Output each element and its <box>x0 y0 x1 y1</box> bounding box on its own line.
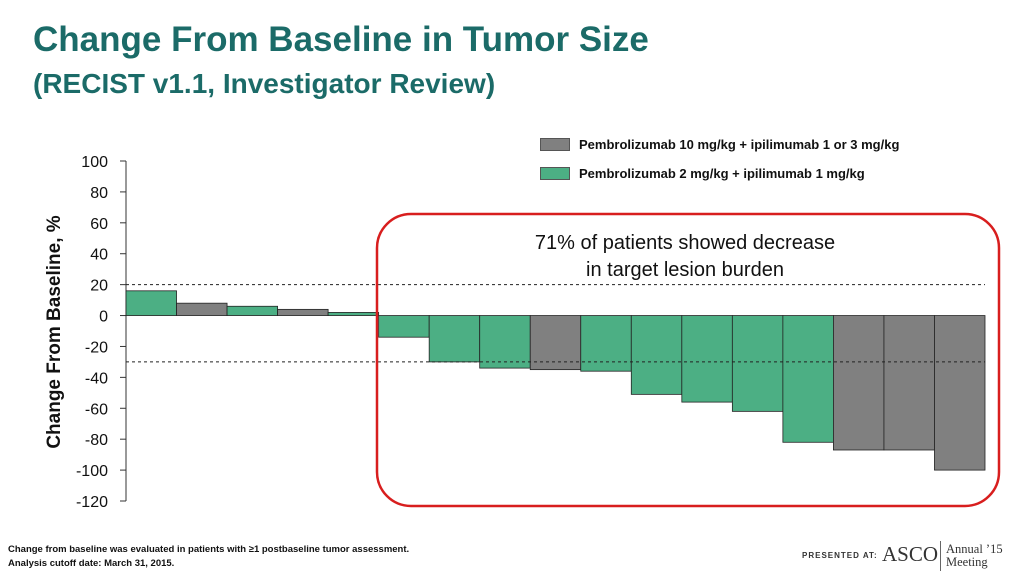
y-tick-label: 0 <box>99 309 108 326</box>
bar <box>934 315 986 471</box>
callout-text: 71% of patients showed decrease in targe… <box>420 230 950 284</box>
bar <box>883 315 935 451</box>
bar <box>630 315 683 395</box>
logo-divider <box>940 541 941 571</box>
legend-label-high-dose: Pembrolizumab 10 mg/kg + ipilimumab 1 or… <box>579 137 900 152</box>
y-tick-label: -120 <box>76 494 108 511</box>
bar <box>833 315 885 451</box>
annual-meeting-label: Annual ’15 Meeting <box>946 542 1003 569</box>
legend-item-low-dose: Pembrolizumab 2 mg/kg + ipilimumab 1 mg/… <box>540 166 865 181</box>
y-tick-label: -20 <box>85 339 108 356</box>
bar <box>277 308 329 316</box>
y-axis: 100 80 60 40 20 0 -20 -40 -60 -80 -100 -120 <box>76 154 127 511</box>
y-tick-label: -40 <box>85 370 108 387</box>
presented-at-label: PRESENTED AT: <box>802 551 878 560</box>
bar <box>226 305 278 316</box>
asco-logo: ASCO <box>882 542 939 566</box>
footnote-line-2: Analysis cutoff date: March 31, 2015. <box>8 558 175 569</box>
y-tick-label: -100 <box>76 463 108 480</box>
bars-group <box>125 290 986 471</box>
y-tick-label: 60 <box>90 216 108 233</box>
legend-swatch-low-dose <box>540 167 570 180</box>
y-tick-label: 100 <box>81 154 108 171</box>
slide-title: Change From Baseline in Tumor Size <box>33 20 649 59</box>
bar <box>479 315 531 369</box>
callout-box <box>375 212 1001 508</box>
y-tick-label: 80 <box>90 185 108 202</box>
bar <box>176 302 228 316</box>
y-tick-label: 20 <box>90 278 108 295</box>
bar <box>681 315 733 403</box>
bar <box>731 315 784 412</box>
y-axis-label: Change From Baseline, % <box>44 215 65 448</box>
y-tick-label: -80 <box>85 432 108 449</box>
y-tick-label: -60 <box>85 401 108 418</box>
y-tick-label: 40 <box>90 247 108 264</box>
bar <box>125 290 177 316</box>
footnote: Change from baseline was evaluated in pa… <box>8 543 409 571</box>
slide-subtitle: (RECIST v1.1, Investigator Review) <box>33 68 496 99</box>
bar <box>580 315 632 372</box>
callout-line-2: in target lesion burden <box>586 259 784 281</box>
legend-swatch-high-dose <box>540 138 570 151</box>
legend-label-low-dose: Pembrolizumab 2 mg/kg + ipilimumab 1 mg/… <box>579 166 865 181</box>
legend-item-high-dose: Pembrolizumab 10 mg/kg + ipilimumab 1 or… <box>540 137 899 152</box>
bar <box>529 315 582 371</box>
bar <box>782 315 834 443</box>
bar <box>327 312 380 316</box>
footnote-line-1: Change from baseline was evaluated in pa… <box>8 544 410 555</box>
bar <box>428 315 481 363</box>
bar <box>378 315 430 338</box>
reference-lines <box>126 284 985 363</box>
callout-line-1: 71% of patients showed decrease <box>534 232 836 254</box>
